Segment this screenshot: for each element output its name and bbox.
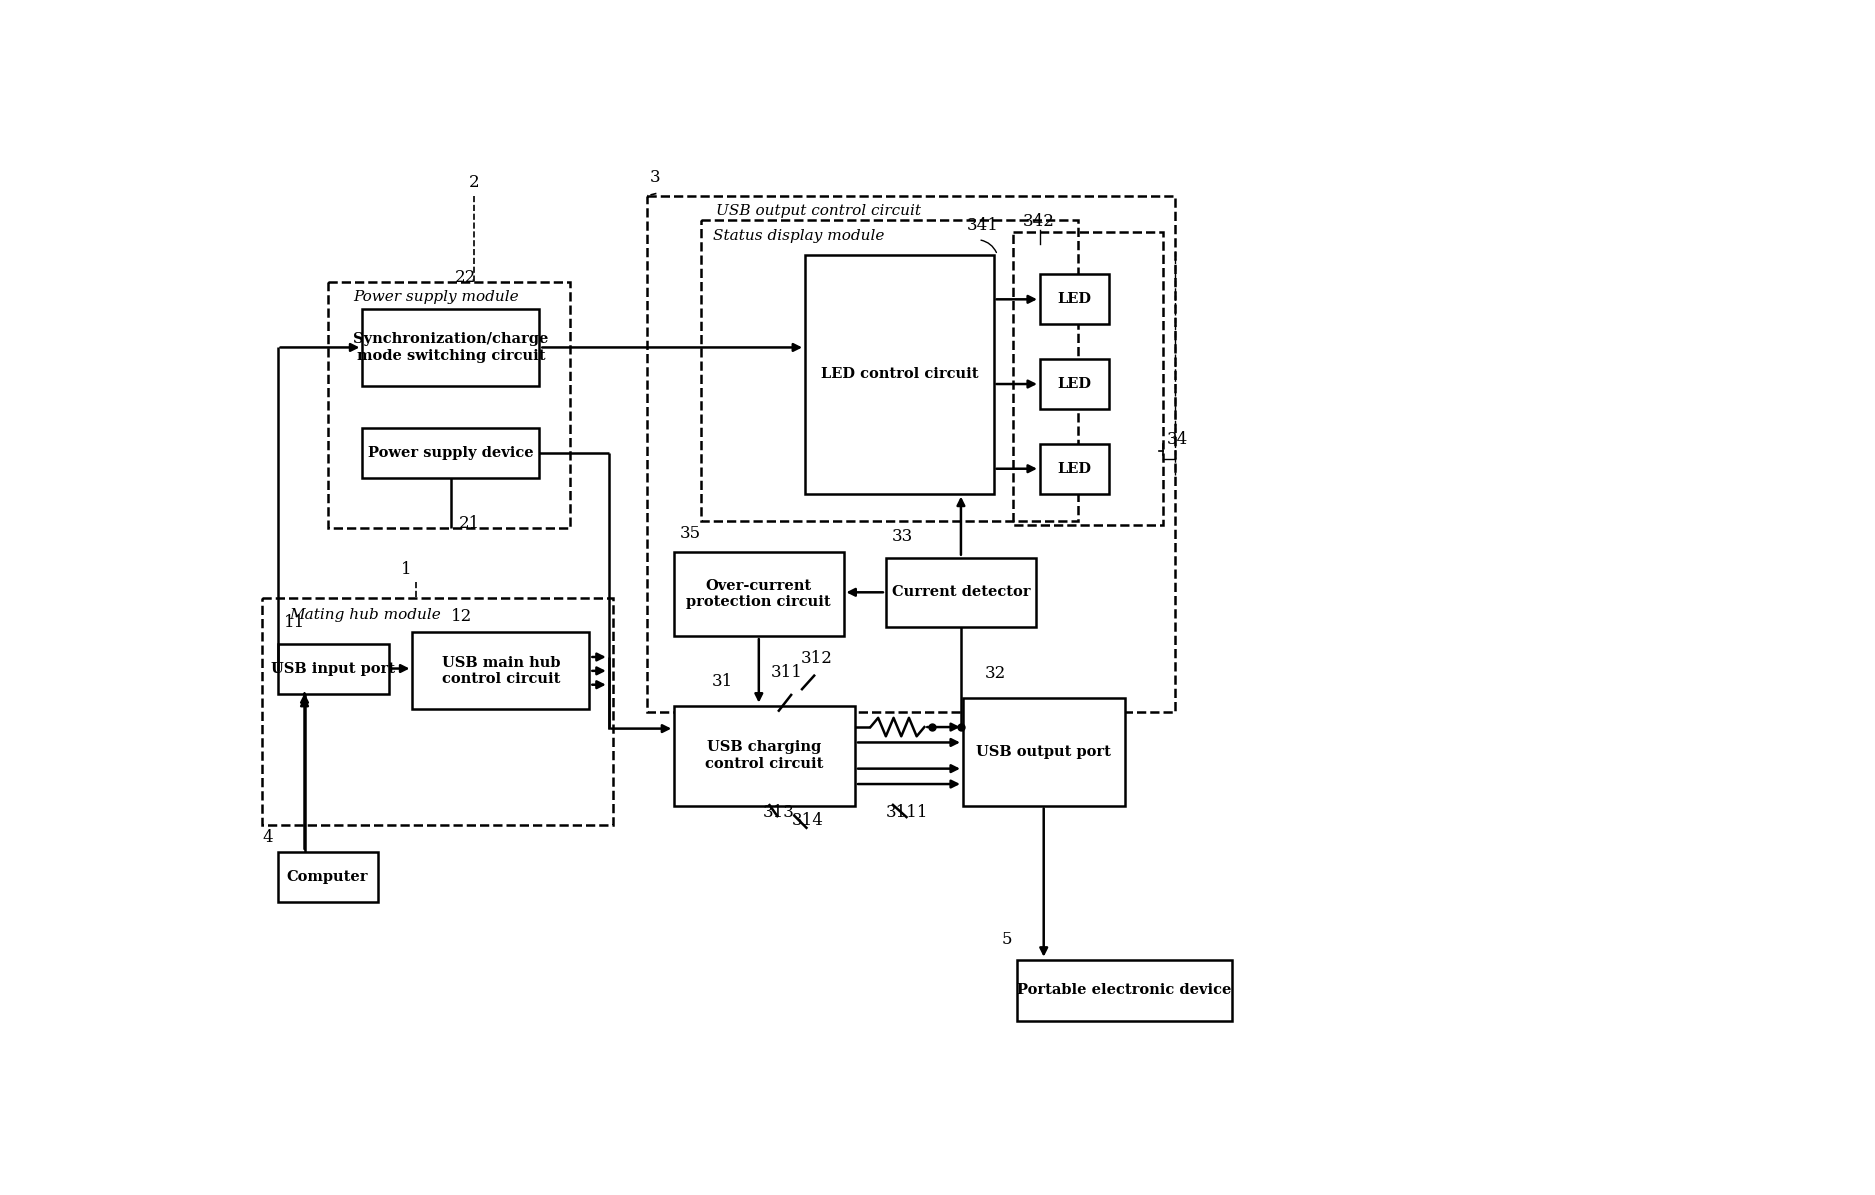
Text: 341: 341 [968,217,999,234]
Text: Status display module: Status display module [712,229,883,243]
Bar [675,705,855,805]
Bar [362,310,540,386]
Bar [964,698,1125,805]
Text: 34: 34 [1166,430,1189,448]
Bar [804,255,994,494]
Text: 313: 313 [763,804,795,821]
Text: 21: 21 [459,515,480,532]
Text: 31: 31 [712,673,733,690]
Text: 11: 11 [283,614,306,631]
Text: 342: 342 [1024,213,1056,229]
Bar [328,282,570,528]
Text: USB input port: USB input port [272,662,396,676]
Text: 5: 5 [1001,931,1012,948]
Text: Mating hub module: Mating hub module [289,608,441,621]
Text: 33: 33 [891,528,913,545]
Bar [278,852,377,902]
Text: Synchronization/charge
mode switching circuit: Synchronization/charge mode switching ci… [352,332,549,362]
Text: 12: 12 [450,607,472,625]
Text: LED: LED [1058,378,1091,391]
Text: Power supply module: Power supply module [352,289,519,304]
Text: LED: LED [1058,461,1091,476]
Text: LED control circuit: LED control circuit [821,367,979,381]
Text: 314: 314 [791,811,823,828]
Text: USB output control circuit: USB output control circuit [716,204,921,219]
Text: 1: 1 [401,562,411,578]
Text: 311: 311 [771,664,802,681]
Text: LED: LED [1058,293,1091,306]
Bar [412,632,589,710]
Text: Computer: Computer [287,870,368,884]
Bar [1041,358,1110,409]
Bar [1013,232,1162,525]
Text: Current detector: Current detector [892,586,1029,600]
Text: 4: 4 [262,828,272,846]
Text: USB output port: USB output port [977,744,1112,759]
Bar [675,552,844,636]
Text: 35: 35 [679,526,701,543]
Text: USB main hub
control circuit: USB main hub control circuit [442,656,561,686]
Text: Over-current
protection circuit: Over-current protection circuit [686,578,831,609]
Bar [701,220,1078,521]
Text: 3111: 3111 [885,804,928,821]
Text: 22: 22 [454,269,476,286]
Bar [262,598,613,825]
Text: USB charging
control circuit: USB charging control circuit [705,741,823,771]
Bar [885,558,1037,627]
Bar [1016,960,1232,1022]
Text: 3: 3 [649,168,660,185]
Text: 312: 312 [801,650,832,667]
Bar [1041,275,1110,324]
Text: 32: 32 [984,666,1005,682]
Text: Power supply device: Power supply device [368,446,534,460]
Bar [278,644,390,694]
Bar [1041,443,1110,494]
Text: 2: 2 [469,174,480,191]
Bar [362,428,540,478]
Text: Portable electronic device: Portable electronic device [1018,983,1232,998]
Bar [647,196,1174,712]
